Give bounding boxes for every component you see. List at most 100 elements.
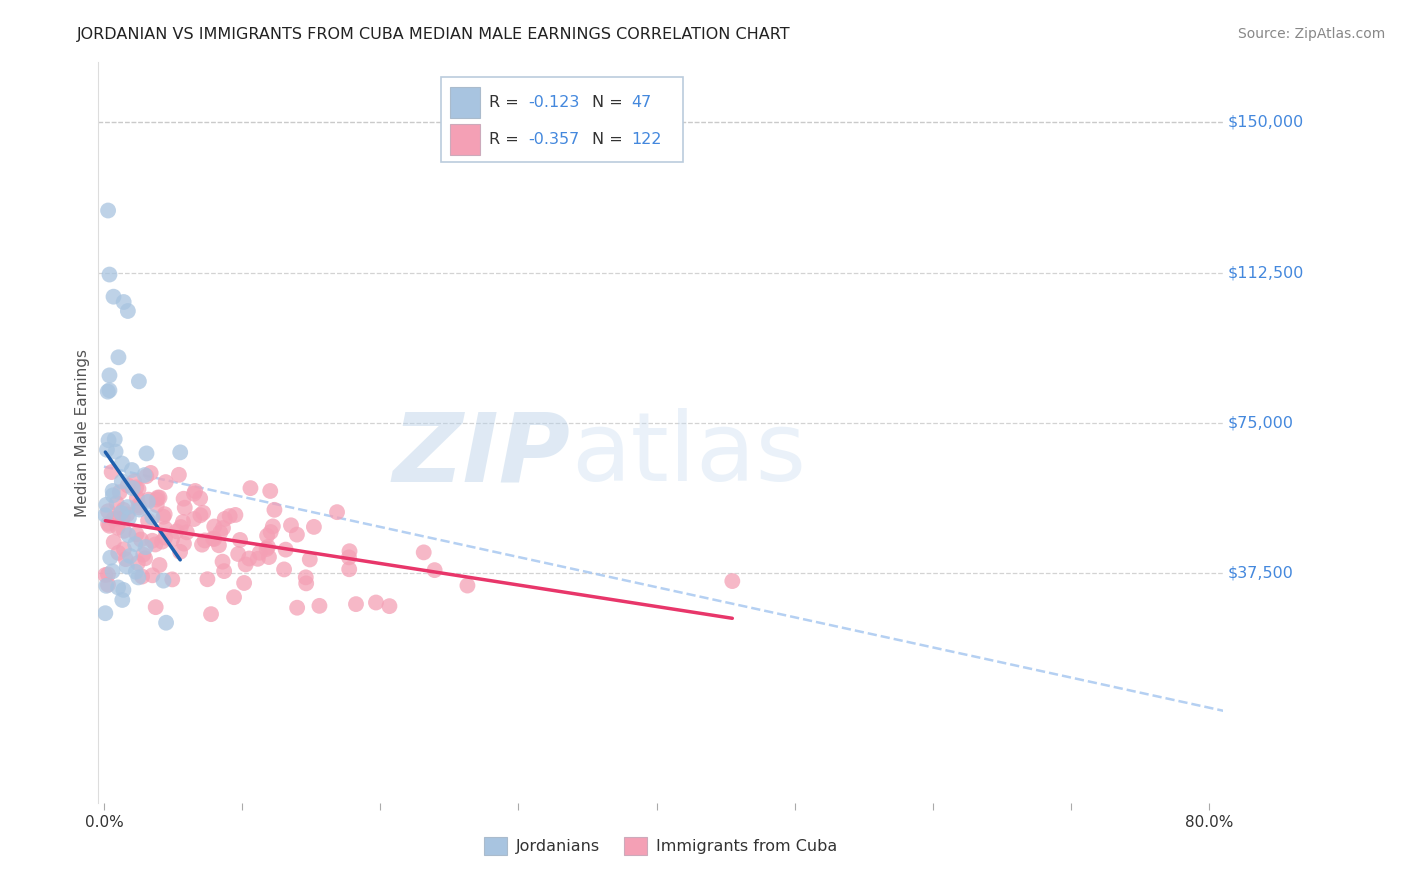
Point [256, 541, 278, 556]
Point [412, 545, 434, 559]
Point [121, 481, 143, 495]
Point [107, 521, 129, 535]
Point [160, 533, 183, 547]
Point [97, 567, 120, 582]
Point [127, 482, 149, 496]
Point [200, 607, 222, 622]
Point [97, 516, 120, 531]
Point [135, 469, 157, 483]
Point [125, 565, 148, 579]
Point [107, 351, 129, 365]
Point [117, 528, 139, 542]
Point [423, 563, 446, 577]
Point [112, 582, 135, 597]
Point [97, 203, 120, 218]
Point [173, 491, 195, 506]
Point [155, 475, 177, 489]
Point [136, 514, 159, 528]
FancyBboxPatch shape [450, 87, 479, 118]
Point [239, 481, 262, 495]
Point [98, 518, 121, 533]
Text: ZIP: ZIP [392, 409, 571, 501]
Point [190, 508, 212, 523]
Point [202, 519, 225, 533]
Point [138, 492, 160, 507]
Point [100, 465, 122, 479]
Point [263, 503, 285, 517]
Point [98, 384, 121, 398]
Point [145, 492, 167, 507]
Point [238, 551, 260, 566]
Point [125, 480, 148, 494]
Point [378, 599, 401, 614]
Point [146, 491, 169, 505]
Point [111, 593, 134, 607]
Point [111, 510, 134, 524]
Point [326, 505, 349, 519]
Point [143, 537, 166, 551]
Point [110, 506, 132, 520]
Point [188, 491, 211, 506]
Point [209, 525, 232, 540]
Point [169, 445, 191, 459]
Point [115, 559, 138, 574]
Point [233, 576, 256, 591]
Point [128, 502, 150, 516]
Point [107, 511, 129, 525]
Point [112, 542, 135, 557]
Point [224, 508, 246, 522]
Text: $112,500: $112,500 [1227, 265, 1303, 280]
Point [94, 508, 117, 522]
Point [120, 549, 142, 563]
Point [111, 475, 134, 489]
Text: atlas: atlas [571, 409, 806, 501]
Point [97, 434, 120, 448]
Text: 0.0%: 0.0% [84, 814, 124, 830]
Point [141, 533, 163, 548]
Point [97, 578, 120, 592]
Point [117, 500, 139, 514]
Point [169, 545, 191, 559]
Point [104, 444, 127, 458]
FancyBboxPatch shape [450, 124, 479, 155]
Point [344, 597, 367, 611]
Point [135, 446, 157, 460]
Point [298, 552, 321, 566]
Text: JORDANIAN VS IMMIGRANTS FROM CUBA MEDIAN MALE EARNINGS CORRELATION CHART: JORDANIAN VS IMMIGRANTS FROM CUBA MEDIAN… [77, 27, 792, 42]
Point [128, 500, 150, 515]
Point [150, 534, 173, 549]
Text: R =: R = [489, 95, 523, 110]
Point [141, 510, 163, 524]
Point [101, 483, 124, 498]
Point [197, 572, 219, 586]
Point [98, 268, 121, 282]
Point [167, 467, 190, 482]
Text: -0.123: -0.123 [529, 95, 579, 110]
Point [337, 562, 360, 576]
Text: Source: ZipAtlas.com: Source: ZipAtlas.com [1237, 27, 1385, 41]
Point [131, 569, 153, 583]
FancyBboxPatch shape [441, 78, 683, 162]
Point [96, 498, 118, 512]
Point [111, 457, 134, 471]
Point [96, 579, 118, 593]
Point [173, 536, 195, 550]
Point [194, 533, 217, 548]
Point [191, 506, 214, 520]
Point [121, 463, 143, 477]
Point [103, 535, 125, 549]
Point [211, 555, 233, 569]
Point [208, 538, 231, 552]
Point [112, 295, 135, 310]
Point [337, 550, 360, 565]
Point [256, 529, 278, 543]
Point [94, 568, 117, 582]
Point [364, 595, 387, 609]
Point [132, 548, 155, 562]
Point [128, 498, 150, 512]
Text: R =: R = [489, 132, 523, 147]
Point [235, 558, 257, 572]
Text: -0.357: -0.357 [529, 132, 579, 147]
Point [721, 574, 744, 588]
Point [112, 503, 135, 517]
